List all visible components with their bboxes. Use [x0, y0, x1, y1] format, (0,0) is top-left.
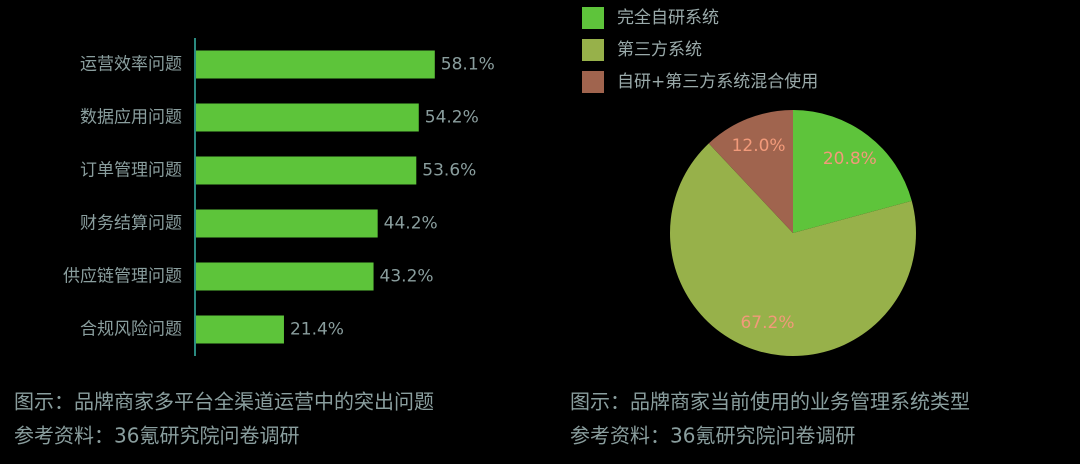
legend-swatch: [582, 7, 604, 29]
bar: [196, 156, 417, 185]
bar: [196, 315, 284, 344]
category-label: 运营效率问题: [80, 55, 182, 75]
value-label: 20.8%: [823, 149, 877, 169]
category-label: 合规风险问题: [80, 320, 182, 340]
bar: [196, 50, 435, 79]
legend-label: 完全自研系统: [617, 8, 719, 28]
source: 参考资料：36氪研究院问卷调研: [570, 424, 855, 448]
legend-swatch: [582, 71, 604, 93]
value-label: 67.2%: [740, 313, 794, 333]
category-label: 数据应用问题: [80, 108, 182, 128]
bar: [196, 209, 378, 238]
legend-label: 自研+第三方系统混合使用: [617, 71, 818, 92]
value-label: 54.2%: [425, 108, 479, 128]
value-label: 53.6%: [422, 161, 476, 181]
value-label: 58.1%: [441, 55, 495, 75]
category-label: 供应链管理问题: [63, 267, 182, 287]
category-label: 财务结算问题: [80, 214, 182, 234]
legend-label: 第三方系统: [617, 40, 702, 60]
pie-slice: [708, 110, 793, 233]
category-label: 订单管理问题: [80, 161, 182, 181]
bar: [196, 103, 419, 132]
value-label: 43.2%: [380, 267, 434, 287]
caption: 图示：品牌商家多平台全渠道运营中的突出问题: [14, 390, 434, 414]
pie-slice: [793, 110, 912, 233]
value-label: 21.4%: [290, 320, 344, 340]
bar: [196, 262, 374, 291]
value-label: 44.2%: [384, 214, 438, 234]
legend-swatch: [582, 39, 604, 61]
caption: 图示：品牌商家当前使用的业务管理系统类型: [570, 390, 970, 414]
value-label: 12.0%: [732, 136, 786, 156]
pie-slice: [669, 143, 916, 357]
source: 参考资料：36氪研究院问卷调研: [14, 424, 299, 448]
